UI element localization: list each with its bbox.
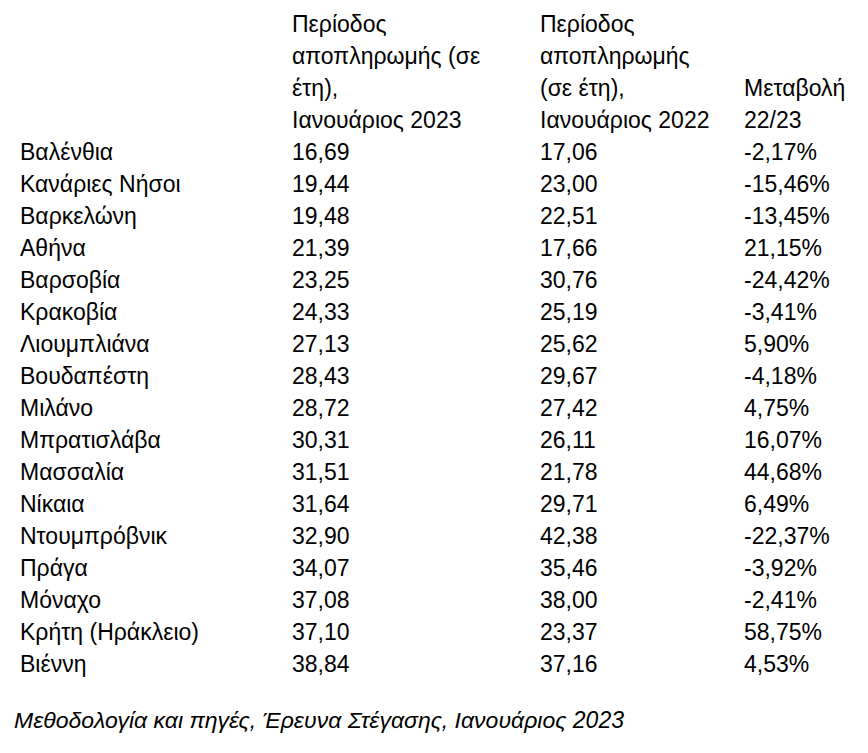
cell-city: Βιέννη: [20, 648, 292, 680]
cell-city: Βουδαπέστη: [20, 360, 292, 392]
table-row: Κανάριες Νήσοι19,4423,00-15,46%: [20, 168, 868, 200]
cell-period-2023: 27,13: [292, 328, 540, 360]
cell-period-2022: 22,51: [540, 200, 744, 232]
cell-period-2023: 30,31: [292, 424, 540, 456]
cell-period-2022: 42,38: [540, 520, 744, 552]
cell-city: Ντουμπρόβνικ: [20, 520, 292, 552]
methodology-caption: Μεθοδολογία και πηγές, Έρευνα Στέγασης, …: [14, 704, 868, 736]
repayment-period-table: Περίοδος αποπληρωμής (σε έτη), Ιανουάριο…: [20, 8, 868, 680]
cell-period-2022: 23,37: [540, 616, 744, 648]
cell-change: 58,75%: [744, 616, 868, 648]
cell-change: -2,17%: [744, 136, 868, 168]
header-city: [20, 8, 292, 136]
cell-period-2022: 35,46: [540, 552, 744, 584]
table-row: Ντουμπρόβνικ32,9042,38-22,37%: [20, 520, 868, 552]
cell-period-2022: 17,06: [540, 136, 744, 168]
cell-period-2023: 19,48: [292, 200, 540, 232]
table-row: Κρήτη (Ηράκλειο)37,1023,3758,75%: [20, 616, 868, 648]
cell-change: 21,15%: [744, 232, 868, 264]
cell-change: 16,07%: [744, 424, 868, 456]
cell-city: Κρακοβία: [20, 296, 292, 328]
table-row: Μόναχο37,0838,00-2,41%: [20, 584, 868, 616]
cell-period-2022: 38,00: [540, 584, 744, 616]
cell-period-2023: 38,84: [292, 648, 540, 680]
cell-city: Μπρατισλάβα: [20, 424, 292, 456]
table-row: Βαρκελώνη19,4822,51-13,45%: [20, 200, 868, 232]
table-row: Πράγα34,0735,46-3,92%: [20, 552, 868, 584]
cell-period-2022: 25,62: [540, 328, 744, 360]
cell-city: Πράγα: [20, 552, 292, 584]
cell-city: Βαρσοβία: [20, 264, 292, 296]
table-row: Βουδαπέστη28,4329,67-4,18%: [20, 360, 868, 392]
cell-city: Μόναχο: [20, 584, 292, 616]
cell-change: 6,49%: [744, 488, 868, 520]
cell-period-2022: 23,00: [540, 168, 744, 200]
cell-period-2022: 17,66: [540, 232, 744, 264]
cell-change: 4,75%: [744, 392, 868, 424]
repayment-report-page: Περίοδος αποπληρωμής (σε έτη), Ιανουάριο…: [0, 8, 868, 736]
cell-change: 4,53%: [744, 648, 868, 680]
cell-period-2022: 27,42: [540, 392, 744, 424]
cell-period-2023: 28,72: [292, 392, 540, 424]
header-period-2022: Περίοδος αποπληρωμής (σε έτη), Ιανουάριο…: [540, 8, 744, 136]
cell-period-2023: 23,25: [292, 264, 540, 296]
cell-change: -4,18%: [744, 360, 868, 392]
cell-change: -15,46%: [744, 168, 868, 200]
cell-period-2022: 26,11: [540, 424, 744, 456]
cell-change: -2,41%: [744, 584, 868, 616]
cell-city: Μασσαλία: [20, 456, 292, 488]
table-row: Μασσαλία31,5121,7844,68%: [20, 456, 868, 488]
cell-change: 5,90%: [744, 328, 868, 360]
table-row: Αθήνα21,3917,6621,15%: [20, 232, 868, 264]
cell-period-2022: 37,16: [540, 648, 744, 680]
cell-city: Κρήτη (Ηράκλειο): [20, 616, 292, 648]
table-row: Βαλένθια16,6917,06-2,17%: [20, 136, 868, 168]
cell-period-2022: 29,71: [540, 488, 744, 520]
cell-period-2022: 29,67: [540, 360, 744, 392]
table-row: Μιλάνο28,7227,424,75%: [20, 392, 868, 424]
cell-period-2023: 21,39: [292, 232, 540, 264]
cell-period-2023: 24,33: [292, 296, 540, 328]
table-row: Βαρσοβία23,2530,76-24,42%: [20, 264, 868, 296]
cell-period-2023: 28,43: [292, 360, 540, 392]
table-row: Βιέννη38,8437,164,53%: [20, 648, 868, 680]
table-row: Μπρατισλάβα30,3126,1116,07%: [20, 424, 868, 456]
cell-period-2022: 25,19: [540, 296, 744, 328]
table-row: Κρακοβία24,3325,19-3,41%: [20, 296, 868, 328]
cell-change: -13,45%: [744, 200, 868, 232]
cell-change: 44,68%: [744, 456, 868, 488]
cell-change: -22,37%: [744, 520, 868, 552]
cell-city: Αθήνα: [20, 232, 292, 264]
cell-period-2023: 19,44: [292, 168, 540, 200]
table-row: Νίκαια31,6429,716,49%: [20, 488, 868, 520]
header-change-22-23: Μεταβολή 22/23: [744, 8, 868, 136]
cell-change: -24,42%: [744, 264, 868, 296]
cell-period-2023: 37,08: [292, 584, 540, 616]
cell-change: -3,92%: [744, 552, 868, 584]
cell-period-2023: 31,51: [292, 456, 540, 488]
cell-period-2022: 30,76: [540, 264, 744, 296]
table-body: Βαλένθια16,6917,06-2,17%Κανάριες Νήσοι19…: [20, 136, 868, 680]
cell-city: Μιλάνο: [20, 392, 292, 424]
header-row: Περίοδος αποπληρωμής (σε έτη), Ιανουάριο…: [20, 8, 868, 136]
cell-city: Κανάριες Νήσοι: [20, 168, 292, 200]
cell-period-2023: 16,69: [292, 136, 540, 168]
cell-period-2023: 34,07: [292, 552, 540, 584]
cell-change: -3,41%: [744, 296, 868, 328]
header-period-2023: Περίοδος αποπληρωμής (σε έτη), Ιανουάριο…: [292, 8, 540, 136]
cell-city: Βαρκελώνη: [20, 200, 292, 232]
table-row: Λιουμπλιάνα27,1325,625,90%: [20, 328, 868, 360]
cell-city: Νίκαια: [20, 488, 292, 520]
cell-period-2022: 21,78: [540, 456, 744, 488]
cell-period-2023: 37,10: [292, 616, 540, 648]
cell-period-2023: 32,90: [292, 520, 540, 552]
cell-period-2023: 31,64: [292, 488, 540, 520]
cell-city: Λιουμπλιάνα: [20, 328, 292, 360]
cell-city: Βαλένθια: [20, 136, 292, 168]
